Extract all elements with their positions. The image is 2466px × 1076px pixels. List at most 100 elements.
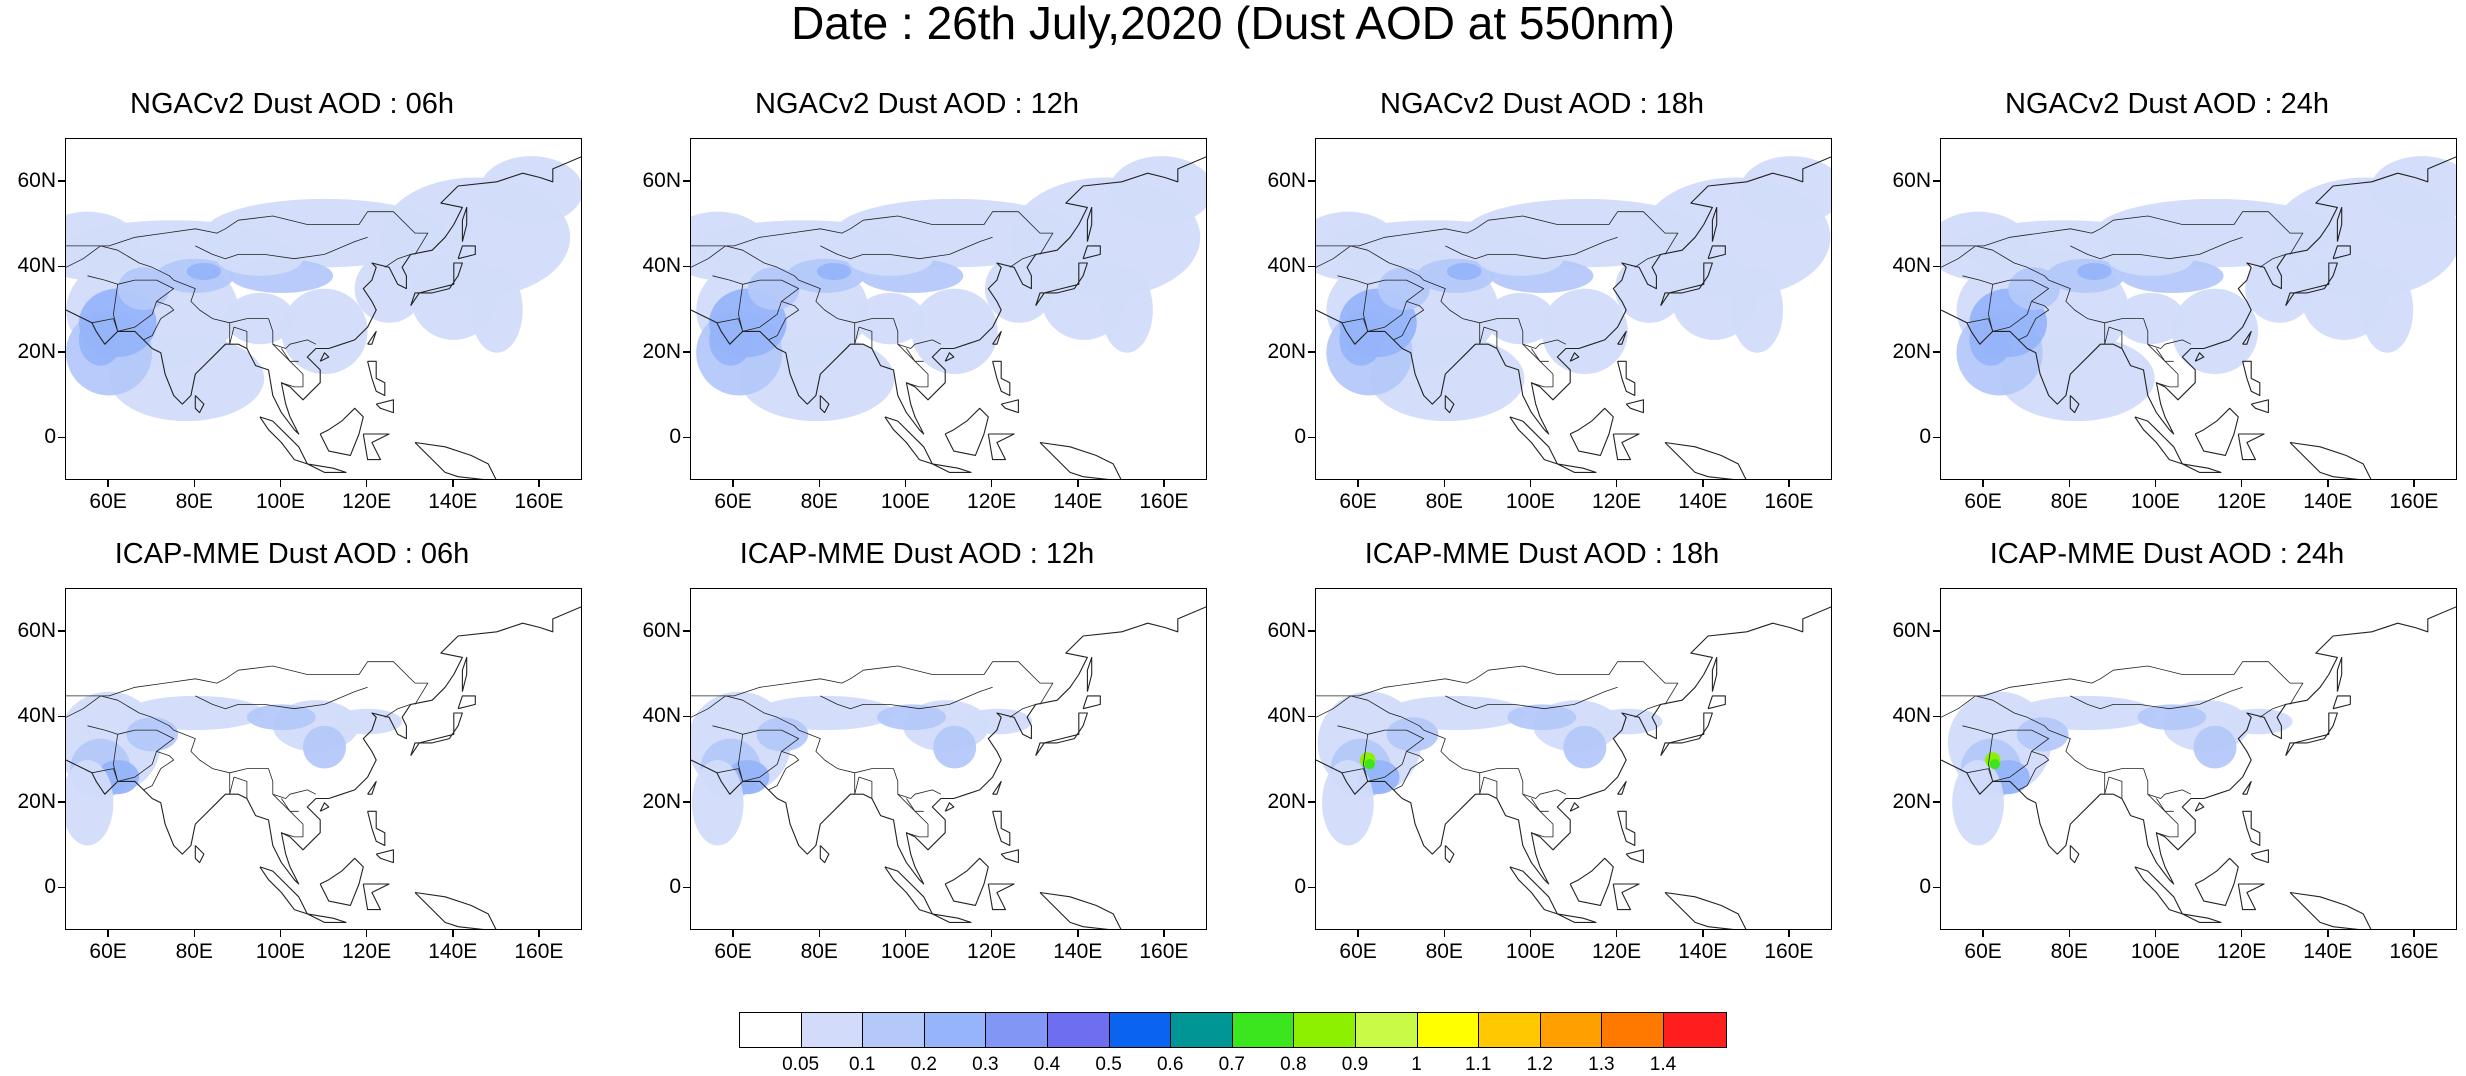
colorbar-swatch bbox=[1417, 1013, 1480, 1047]
lat-tick-label: 20N bbox=[1892, 339, 1931, 363]
dust-region bbox=[1322, 760, 1374, 846]
country-border bbox=[1531, 348, 1554, 388]
lon-tick-label: 160E bbox=[1764, 490, 1814, 513]
dust-region bbox=[2137, 704, 2207, 731]
coastline bbox=[367, 360, 386, 397]
country-border bbox=[272, 793, 299, 812]
country-border bbox=[691, 211, 1054, 255]
lat-tick bbox=[1308, 715, 1315, 717]
lat-tick-label: 0 bbox=[44, 425, 56, 449]
lon-tick-label: 140E bbox=[1678, 490, 1728, 513]
coastline bbox=[1617, 330, 1627, 345]
country-border bbox=[768, 301, 800, 341]
dust-region bbox=[1485, 292, 1555, 345]
lon-tick-label: 80E bbox=[175, 940, 213, 963]
coastline bbox=[2285, 712, 2338, 757]
country-border bbox=[2018, 301, 2050, 341]
coastline bbox=[2250, 849, 2269, 864]
colorbar-label: 0.9 bbox=[1341, 1054, 1369, 1075]
coastline bbox=[1082, 695, 1101, 710]
dust-region bbox=[302, 725, 347, 769]
dust-region bbox=[1378, 267, 1430, 310]
panel-title: NGACv2 Dust AOD : 12h bbox=[755, 88, 1079, 120]
country-border bbox=[66, 211, 429, 255]
lat-tick bbox=[683, 180, 690, 182]
country-border bbox=[87, 275, 118, 285]
lat-tick-label: 0 bbox=[1294, 875, 1306, 899]
lon-tick bbox=[1357, 480, 1359, 487]
lat-tick-label: 20N bbox=[642, 339, 681, 363]
country-border bbox=[2259, 704, 2286, 718]
coastline bbox=[987, 433, 1015, 461]
coastline bbox=[1316, 156, 1831, 435]
lon-tick bbox=[279, 930, 282, 937]
lon-tick-label: 120E bbox=[2217, 490, 2267, 513]
lon-tick-label: 100E bbox=[880, 490, 930, 513]
country-border bbox=[691, 695, 942, 799]
coastline bbox=[1039, 441, 1122, 479]
dust-region bbox=[1101, 267, 1153, 353]
coastline bbox=[2194, 802, 2205, 812]
lon-tick bbox=[2154, 480, 2157, 487]
country-border bbox=[716, 768, 744, 782]
lon-tick bbox=[365, 930, 368, 937]
lon-tick-label: 120E bbox=[967, 490, 1017, 513]
coastline bbox=[1941, 606, 2456, 885]
country-border bbox=[1531, 798, 1554, 838]
country-border bbox=[2070, 686, 2243, 710]
dust-region bbox=[186, 262, 222, 281]
map-panel: NGACv2 Dust AOD : 24h 60N 40N 20N 0 60E 80E 100… bbox=[1887, 88, 2457, 528]
lon-tick-label: 160E bbox=[1764, 940, 1814, 963]
country-border bbox=[281, 798, 304, 838]
dust-region bbox=[2193, 725, 2237, 769]
coastline bbox=[307, 463, 347, 473]
coastline bbox=[2194, 857, 2239, 906]
lon-tick-label: 100E bbox=[255, 940, 305, 963]
coastline bbox=[819, 845, 830, 864]
coastline bbox=[375, 849, 394, 864]
country-border bbox=[1393, 301, 1425, 341]
dust-map bbox=[691, 156, 1206, 479]
lat-tick bbox=[1933, 351, 1940, 353]
lat-tick bbox=[1933, 265, 1940, 267]
coastline bbox=[932, 913, 972, 923]
lat-tick-label: 40N bbox=[1892, 254, 1931, 278]
coastline bbox=[1711, 656, 1718, 692]
lon-tick-label: 160E bbox=[2389, 940, 2439, 963]
lon-tick-label: 120E bbox=[2217, 940, 2267, 963]
dust-region bbox=[1952, 760, 2004, 846]
lat-tick bbox=[683, 801, 690, 803]
dust-region bbox=[1109, 156, 1206, 225]
lon-tick-label: 140E bbox=[1053, 490, 1103, 513]
colorbar-label: 1.4 bbox=[1649, 1054, 1677, 1075]
coastline bbox=[461, 206, 468, 242]
lon-tick-label: 80E bbox=[1425, 490, 1463, 513]
lon-tick-label: 120E bbox=[1592, 490, 1642, 513]
country-border bbox=[113, 279, 175, 332]
lon-tick-label: 120E bbox=[967, 940, 1017, 963]
country-border bbox=[738, 279, 800, 332]
coastline bbox=[1612, 883, 1640, 911]
dust-region bbox=[2171, 288, 2259, 375]
coastline bbox=[992, 810, 1011, 847]
dust-region bbox=[933, 725, 977, 769]
lat-tick bbox=[1308, 630, 1315, 632]
country-border bbox=[1363, 279, 1425, 332]
dust-region bbox=[470, 267, 523, 353]
coastline bbox=[1039, 891, 1122, 929]
dust-map bbox=[66, 606, 581, 929]
lon-tick bbox=[1702, 930, 1704, 937]
lon-tick bbox=[107, 480, 109, 487]
coastline bbox=[259, 416, 308, 465]
country-border bbox=[712, 725, 743, 735]
country-border bbox=[2259, 254, 2286, 268]
lon-tick-label: 80E bbox=[2050, 940, 2088, 963]
coastline bbox=[2242, 360, 2261, 397]
dust-region bbox=[479, 156, 581, 225]
lat-tick-label: 0 bbox=[669, 425, 681, 449]
colorbar-swatch bbox=[1171, 1013, 1233, 1047]
coastline bbox=[1569, 352, 1580, 362]
dust-region bbox=[1477, 241, 1564, 276]
lon-tick bbox=[990, 480, 993, 487]
coastline bbox=[367, 810, 386, 847]
